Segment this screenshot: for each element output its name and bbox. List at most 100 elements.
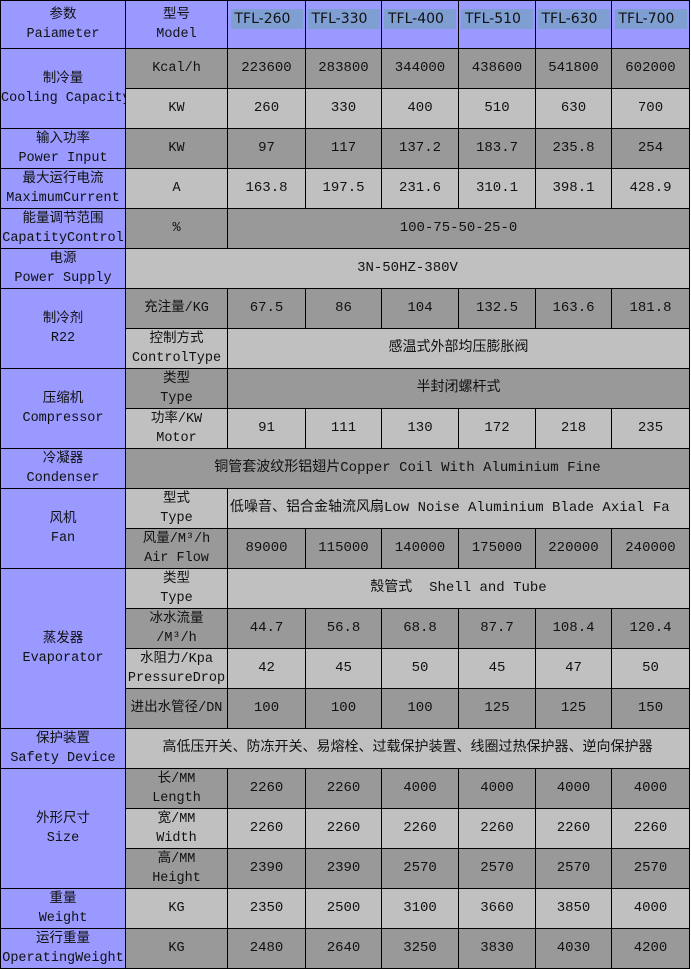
value-cell: 438600 — [458, 48, 536, 89]
unit-zh: KW — [168, 141, 185, 156]
unit-zh: 类型 — [163, 371, 190, 387]
param-header: 参数 Paiameter — [0, 0, 126, 49]
label-en: CapatityControl — [2, 230, 124, 246]
label-zh: 制冷剂 — [42, 311, 84, 327]
value-cell: 104 — [381, 288, 459, 329]
row-unit: 类型 Type — [125, 368, 228, 409]
row-unit: 宽/MM Width — [125, 808, 228, 849]
unit-zh: KW — [168, 101, 185, 116]
label-en: Evaporator — [22, 650, 104, 666]
row-unit: % — [125, 208, 228, 249]
label-zh: 冷凝器 — [42, 451, 84, 467]
value-cell: 2260 — [611, 808, 690, 849]
value-cell: 700 — [611, 88, 690, 129]
value-cell: 4030 — [535, 928, 612, 969]
table-row: 最大运行电流 MaximumCurrent A 163.8 197.5 231.6 310.… — [0, 168, 690, 209]
value-cell: 2260 — [227, 768, 306, 809]
unit-zh: 高/MM — [157, 851, 196, 867]
unit-zh: 水阻力/Kpa — [140, 651, 213, 667]
value-cell: 2570 — [381, 848, 459, 889]
row-value-span: 殼管式 Shell and Tube — [227, 568, 690, 609]
row-label: 制冷剂 R22 — [0, 288, 126, 369]
value-cell: 330 — [305, 88, 382, 129]
value-cell: 45 — [458, 648, 536, 689]
row-label: 最大运行电流 MaximumCurrent — [0, 168, 126, 209]
row-label: 蒸发器 Evaporator — [0, 568, 126, 729]
table-row: 能量调节范围 CapatityControl% 100-75-50-25-0 — [0, 208, 690, 249]
value-cell: 2350 — [227, 888, 306, 929]
unit-zh: 充注量/KG — [144, 301, 209, 316]
row-label: 输入功率 Power Input — [0, 128, 126, 169]
unit-en: Type — [160, 510, 193, 526]
value-cell: 100 — [305, 688, 382, 729]
row-unit: KW — [125, 128, 228, 169]
row-unit: 长/MM Length — [125, 768, 228, 809]
unit-en: ControlType — [131, 350, 222, 366]
value-cell: 400 — [381, 88, 459, 129]
row-unit: 控制方式 ControlType — [125, 328, 228, 369]
value-cell: 45 — [305, 648, 382, 689]
row-value-span: 低噪音、铝合金轴流风扇Low Noise Aluminium Blade Axi… — [227, 488, 690, 529]
value-cell: 4200 — [611, 928, 690, 969]
label-zh: 制冷量 — [42, 71, 84, 87]
value-cell: 2260 — [381, 808, 459, 849]
value-cell: 254 — [611, 128, 690, 169]
model-header-en: Model — [156, 26, 197, 42]
value-cell: 2390 — [227, 848, 306, 889]
label-zh: 能量调节范围 — [22, 211, 104, 227]
value-cell: 283800 — [305, 48, 382, 89]
value-cell: 3850 — [535, 888, 612, 929]
row-label: 重量 Weight — [0, 888, 126, 929]
value-cell: 132.5 — [458, 288, 536, 329]
model-name: TFL-260 — [230, 9, 303, 29]
unit-zh: Kcal/h — [152, 61, 201, 76]
table-row: 风机 Fan 型式 Type 低噪音、铝合金轴流风扇Low Noise Aluminiu… — [0, 488, 690, 569]
unit-en: Height — [152, 870, 201, 886]
label-zh: 保护装置 — [36, 731, 90, 747]
value-cell: 89000 — [227, 528, 306, 569]
unit-en: Type — [160, 590, 193, 606]
table-row: 冰水流量/M³/h 44.7 56.8 68.8 87.7 108.4 120.4 — [1, 608, 690, 649]
value-cell: 125 — [458, 688, 536, 729]
value-cell: 42 — [227, 648, 306, 689]
table-row: 功率/KW Motor 91 111 130 172 218 235 — [1, 408, 690, 449]
row-value-span: 铜管套波纹形铝翅片Copper Coil With Aluminium Fine — [125, 448, 690, 489]
value-cell: 630 — [535, 88, 612, 129]
model-cell: TFL-700 — [611, 0, 690, 49]
label-en: R22 — [50, 330, 76, 346]
table-row: 进出水管径/DN 100 100 100 125 125 150 — [1, 688, 690, 729]
label-en: MaximumCurrent — [6, 190, 120, 206]
value-cell: 175000 — [458, 528, 536, 569]
row-unit: 冰水流量/M³/h — [125, 608, 228, 649]
value-cell: 2570 — [458, 848, 536, 889]
unit-en: Air Flow — [144, 550, 209, 566]
value-cell: 2260 — [227, 808, 306, 849]
model-cell: TFL-260 — [227, 0, 306, 49]
table-row: 制冷量 Cooling Capacity Kcal/h 223600 283800 344… — [0, 48, 690, 129]
label-en: Weight — [38, 910, 88, 926]
value-cell: 220000 — [535, 528, 612, 569]
value-cell: 541800 — [535, 48, 612, 89]
table-row: 压缩机 Compressor 类型 Type 半封闭螺杆式 — [0, 368, 690, 449]
row-unit: KG — [125, 928, 228, 969]
unit-zh: 型式 — [163, 491, 190, 507]
value-cell: 235.8 — [535, 128, 612, 169]
model-header-zh: 型号 — [163, 7, 190, 23]
value-cell: 44.7 — [227, 608, 306, 649]
row-label: 外形尺寸 Size — [0, 768, 126, 889]
table-row: 运行重量 OperatingWeight KG 2480 2640 3250 3830 403… — [0, 928, 690, 969]
table-row: 宽/MM Width 2260 2260 2260 2260 2260 2260 — [1, 808, 690, 849]
row-label: 保护装置 Safety Device — [0, 728, 126, 769]
unit-zh: KG — [168, 901, 185, 916]
value-cell: 2260 — [535, 808, 612, 849]
value-cell: 602000 — [611, 48, 690, 89]
table-row: 重量 Weight KG 2350 2500 3100 3660 3850 4000 — [0, 888, 690, 929]
unit-en: Width — [156, 830, 197, 846]
value-cell: 91 — [227, 408, 306, 449]
value-cell: 130 — [381, 408, 459, 449]
label-zh: 风机 — [49, 511, 77, 527]
row-value-span: 半封闭螺杆式 — [227, 368, 690, 409]
value-cell: 150 — [611, 688, 690, 729]
table-row: 水阻力/Kpa PressureDrop 42 45 50 45 47 50 — [1, 648, 690, 689]
value-cell: 86 — [305, 288, 382, 329]
